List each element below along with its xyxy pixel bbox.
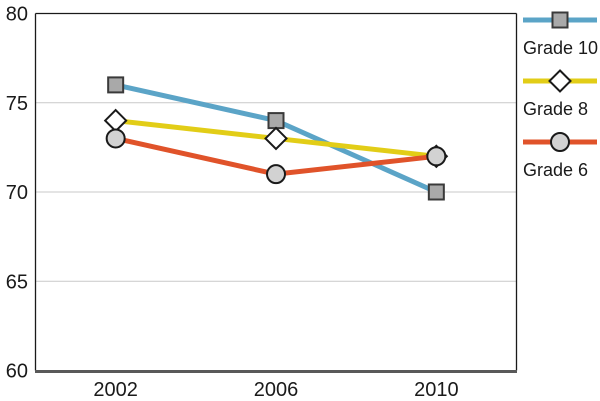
legend-label-grade-8: Grade 8 [523, 98, 589, 119]
legend-marker-grade-6 [550, 131, 570, 152]
legend-marker-grade-8 [548, 68, 572, 93]
x-tick-label-2010: 2010 [414, 379, 459, 401]
legend-swatch-grade-10 [523, 11, 597, 29]
marker-grade-8-2006 [264, 126, 288, 151]
y-tick-label-70: 70 [6, 182, 28, 204]
series-grade-6 [105, 128, 447, 185]
marker-grade-10-2002 [107, 76, 125, 94]
x-tick-label-2002: 2002 [93, 379, 138, 401]
y-tick-label-75: 75 [6, 93, 28, 115]
y-tick-label-65: 65 [6, 271, 28, 293]
legend-marker-grade-10 [551, 11, 569, 29]
legend: Grade 10 Grade 8 Grade 6 [523, 0, 600, 190]
y-tick-label-80: 80 [6, 4, 28, 26]
legend-item-grade-6: Grade 6 [523, 129, 600, 180]
legend-label-grade-10: Grade 10 [523, 38, 599, 58]
marker-grade-10-2010 [427, 183, 445, 201]
legend-swatch-grade-6 [523, 131, 597, 152]
marker-grade-6-2010 [426, 146, 447, 167]
marker-grade-6-2002 [105, 128, 126, 149]
legend-swatch-grade-8 [523, 68, 597, 93]
legend-item-grade-8: Grade 8 [523, 68, 600, 119]
marker-grade-8-2002 [103, 108, 128, 133]
marker-grade-6-2006 [266, 164, 286, 185]
x-tick-label-2006: 2006 [254, 379, 299, 401]
y-tick-label-60: 60 [6, 361, 28, 383]
marker-grade-10-2006 [267, 112, 285, 130]
legend-label-grade-6: Grade 6 [523, 159, 589, 180]
legend-item-grade-10: Grade 10 [523, 7, 600, 58]
series-grade-10 [107, 76, 445, 201]
